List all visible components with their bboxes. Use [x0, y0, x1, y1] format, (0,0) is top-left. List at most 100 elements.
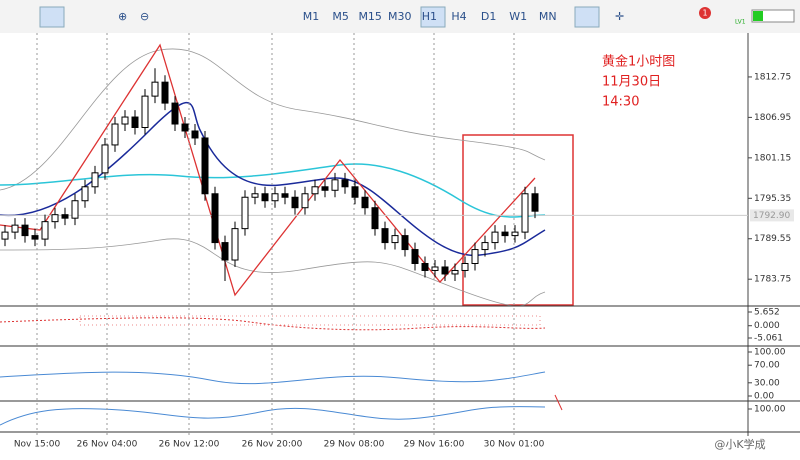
time-label: Nov 15:00 [14, 440, 61, 450]
macd-hist [79, 315, 541, 326]
candle-body [81, 186, 89, 202]
zoom-out[interactable]: ⊖ [140, 10, 149, 23]
rsi-line [0, 371, 546, 385]
candle-body [111, 123, 119, 146]
candle-body [71, 200, 79, 219]
price-label: 1789.55 [754, 234, 791, 244]
candle-body [251, 193, 259, 198]
candle-body [41, 221, 49, 240]
time-label: 30 Nov 01:00 [484, 440, 545, 450]
candle-body [351, 186, 359, 198]
candle-body [231, 228, 239, 261]
time-label: 26 Nov 20:00 [242, 440, 303, 450]
candle-body [91, 172, 99, 188]
panel-label: 100.00 [754, 348, 786, 358]
price-label: 1783.75 [754, 275, 791, 285]
timeframe[interactable]: D1 [481, 10, 496, 23]
toolbar [0, 0, 800, 33]
bollinger-lower [0, 238, 546, 307]
candle-body [171, 102, 179, 125]
candle-body [121, 116, 129, 125]
panel-label: 100.00 [754, 405, 786, 415]
candle-body [201, 137, 209, 195]
separators [0, 305, 800, 433]
macd-signal [0, 317, 546, 331]
zigzag [0, 43, 536, 297]
cursor-tool[interactable] [574, 6, 600, 28]
candle-body [51, 214, 59, 223]
candle-body [311, 186, 319, 195]
candle-body [31, 235, 39, 240]
badge [699, 7, 711, 19]
candle-mode[interactable] [39, 6, 65, 28]
zoom-in[interactable]: ⊕ [118, 10, 127, 23]
candle-body [181, 123, 189, 132]
timeframe[interactable]: H4 [451, 10, 466, 23]
level: LV1 [735, 19, 746, 26]
candle-body [141, 95, 149, 129]
candle-body [411, 249, 419, 265]
bollinger-upper [0, 48, 546, 191]
candle-body [491, 231, 499, 244]
candle-body [21, 224, 29, 237]
panel-label: 5.652 [754, 308, 780, 318]
candle-body [371, 207, 379, 230]
timeframe[interactable]: M5 [332, 10, 349, 23]
candle-body [301, 193, 309, 209]
candle-body [471, 249, 479, 265]
candle-body [131, 116, 139, 129]
candle-body [441, 266, 449, 275]
time-label: 29 Nov 16:00 [404, 440, 465, 450]
candle-body [481, 242, 489, 251]
timeframe[interactable]: W1 [509, 10, 527, 23]
candle-body [391, 235, 399, 244]
current-price: 1792.90 [753, 211, 790, 221]
candle-body [151, 81, 159, 97]
stoch-main [0, 406, 546, 426]
candle-body [421, 263, 429, 271]
time-label: 29 Nov 08:00 [324, 440, 385, 450]
price-label: 1801.15 [754, 153, 791, 163]
candle-body [321, 186, 329, 191]
candle-body [461, 263, 469, 271]
candle-body [221, 242, 229, 261]
price-label: 1795.35 [754, 194, 791, 204]
panel-label: 70.00 [754, 361, 780, 371]
battery-fill [753, 11, 763, 21]
candle-body [531, 193, 539, 212]
candle-body [521, 193, 529, 233]
timeframe[interactable]: MN [539, 10, 557, 23]
timeframe[interactable]: M30 [388, 10, 412, 23]
current-price-box [750, 209, 794, 222]
candle-body [291, 196, 299, 209]
candle-body [161, 81, 169, 104]
candle-body [191, 130, 199, 139]
annotation: 11月30日 [602, 75, 661, 90]
badge-text: 1 [702, 9, 707, 18]
annotation: 14:30 [602, 95, 639, 110]
timeframe[interactable]: M1 [303, 10, 320, 23]
candle-body [361, 196, 369, 209]
red-arrow [554, 394, 563, 411]
candle-body [261, 193, 269, 202]
candle-body [431, 266, 439, 271]
timeframe[interactable]: H1 [422, 10, 437, 23]
time-label: 26 Nov 12:00 [159, 440, 220, 450]
indicators [0, 43, 546, 307]
candle-body [331, 179, 339, 191]
candle-body [11, 224, 19, 233]
candle-body [281, 193, 289, 198]
h1-selected[interactable] [420, 6, 446, 28]
candle-body [401, 235, 409, 251]
candle-body [381, 228, 389, 244]
watermark: @小K学成 [714, 437, 765, 451]
candle-body [501, 231, 509, 237]
candle-body [271, 193, 279, 202]
panel-label: 30.00 [754, 378, 780, 388]
price-label: 1806.95 [754, 113, 791, 123]
price-label: 1812.75 [754, 72, 791, 82]
crosshair[interactable]: ✛ [615, 10, 624, 23]
candle-body [61, 214, 69, 219]
candle-body [341, 179, 349, 188]
timeframe[interactable]: M15 [358, 10, 382, 23]
